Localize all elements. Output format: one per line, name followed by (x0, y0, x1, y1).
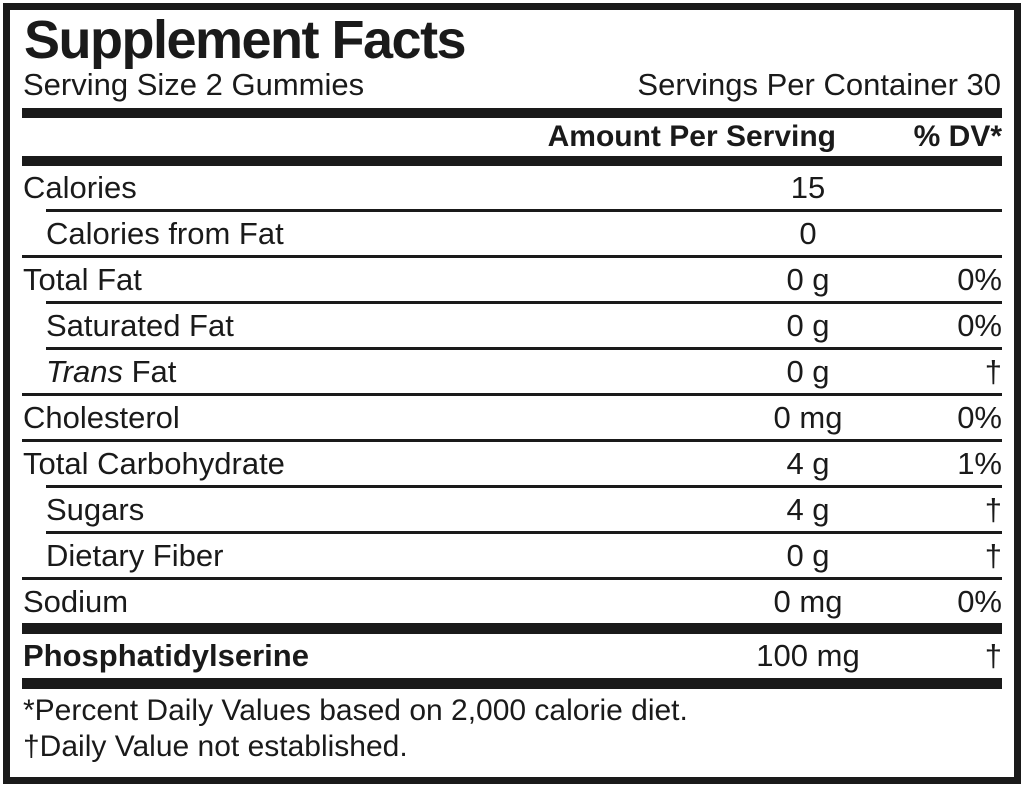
column-header-row: Amount Per Serving % DV* (22, 118, 1002, 156)
row-divider (22, 439, 1002, 442)
nutrient-dv: 1% (957, 445, 1002, 481)
row-divider (46, 531, 1002, 534)
nutrient-name: Phosphatidylserine (23, 638, 309, 673)
nutrient-amount: 0 g (786, 261, 830, 297)
nutrient-amount: 0 g (786, 353, 830, 389)
footnotes: *Percent Daily Values based on 2,000 cal… (22, 693, 1002, 765)
nutrient-row: Dietary Fiber 0 g † (22, 534, 1002, 577)
nutrient-dv: † (984, 491, 1002, 527)
column-header-dv: % DV* (913, 120, 1002, 153)
nutrient-name: Total Carbohydrate (23, 445, 285, 481)
nutrient-name: Total Fat (23, 261, 142, 297)
nutrient-amount: 0 mg (773, 399, 843, 435)
nutrient-name-italic: Trans (46, 353, 123, 389)
row-divider (46, 485, 1002, 488)
nutrient-name: Cholesterol (23, 399, 180, 435)
panel-title: Supplement Facts (24, 10, 467, 70)
nutrient-row: Cholesterol 0 mg 0% (22, 396, 1002, 439)
section-divider-top (22, 108, 1002, 118)
nutrient-name: Saturated Fat (46, 307, 234, 343)
nutrient-dv: † (984, 638, 1002, 673)
footnote-dagger: †Daily Value not established. (23, 730, 408, 763)
nutrient-name: Trans Fat (22, 354, 698, 390)
row-divider (46, 209, 1002, 212)
footnote-daily-values: *Percent Daily Values based on 2,000 cal… (23, 694, 688, 727)
nutrient-amount: 0 (799, 215, 817, 251)
nutrient-dv: 0% (957, 399, 1002, 435)
row-divider (46, 301, 1002, 304)
nutrient-amount: 4 g (786, 491, 830, 527)
supplement-facts-panel: Supplement Facts Serving Size 2 Gummies … (3, 3, 1021, 784)
nutrient-rows: Calories 15 Calories from Fat 0 Total Fat 0 g… (22, 166, 1002, 623)
nutrient-row: Trans Fat 0 g † (22, 350, 1002, 393)
nutrient-dv: † (984, 353, 1002, 389)
nutrient-dv: † (984, 537, 1002, 573)
section-divider-supplement-top (22, 623, 1002, 634)
nutrient-name: Sodium (23, 583, 129, 619)
nutrient-row: Total Fat 0 g 0% (22, 258, 1002, 301)
nutrient-amount: 4 g (786, 445, 830, 481)
servings-per-container: Servings Per Container 30 (637, 67, 1001, 102)
nutrient-row: Sugars 4 g † (22, 488, 1002, 531)
nutrient-name: Calories (23, 169, 137, 205)
serving-size: Serving Size 2 Gummies (23, 67, 365, 102)
nutrient-amount: 0 mg (773, 583, 843, 619)
nutrient-amount: 100 mg (756, 638, 860, 673)
nutrient-dv: 0% (957, 583, 1002, 619)
nutrient-row: Calories 15 (22, 166, 1002, 209)
nutrient-row: Total Carbohydrate 4 g 1% (22, 442, 1002, 485)
row-divider (22, 255, 1002, 258)
section-divider-header (22, 156, 1002, 166)
nutrient-name: Sugars (46, 491, 145, 527)
nutrient-row: Sodium 0 mg 0% (22, 580, 1002, 623)
row-divider (22, 393, 1002, 396)
nutrient-name: Calories from Fat (46, 215, 284, 251)
row-divider (22, 577, 1002, 580)
nutrient-amount: 0 g (786, 307, 830, 343)
nutrient-dv: 0% (957, 261, 1002, 297)
nutrient-row: Calories from Fat 0 (22, 212, 1002, 255)
nutrient-name: Dietary Fiber (46, 537, 224, 573)
nutrient-name-rest: Fat (122, 353, 177, 389)
nutrient-dv: 0% (957, 307, 1002, 343)
nutrient-row: Saturated Fat 0 g 0% (22, 304, 1002, 347)
nutrient-amount: 0 g (786, 537, 830, 573)
row-divider (46, 347, 1002, 350)
section-divider-supplement-bottom (22, 678, 1002, 689)
nutrient-amount: 15 (790, 169, 826, 205)
serving-info-row: Serving Size 2 Gummies Servings Per Cont… (23, 68, 1001, 102)
column-header-amount: Amount Per Serving (547, 120, 836, 153)
supplement-row: Phosphatidylserine 100 mg † (22, 634, 1002, 678)
